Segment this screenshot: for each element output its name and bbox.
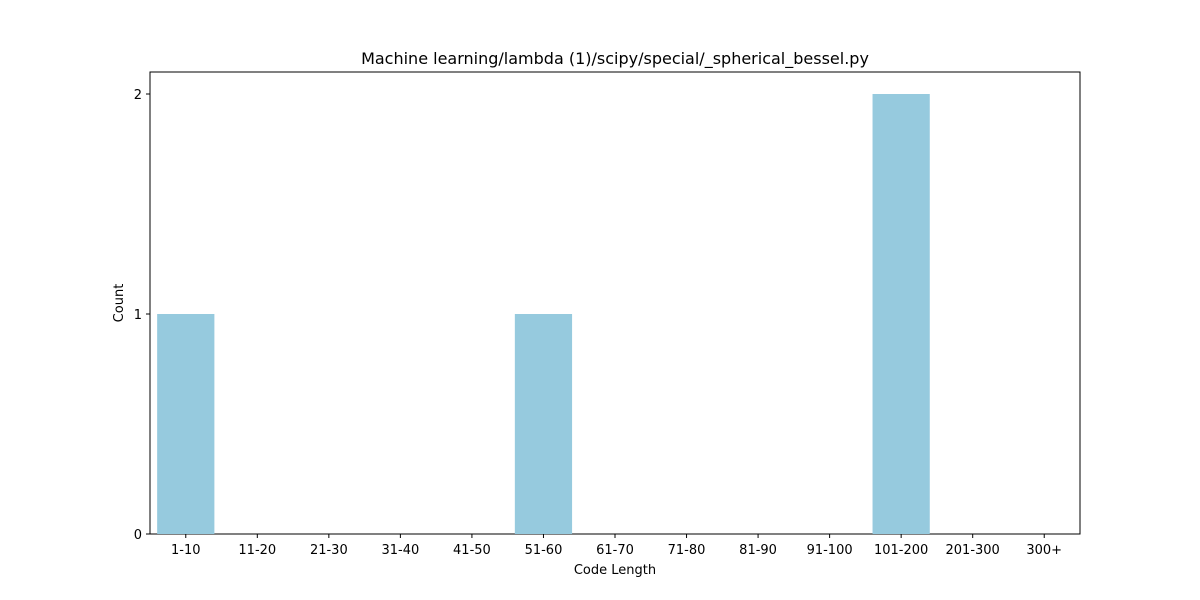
x-tick-label: 300+ bbox=[1026, 543, 1062, 558]
x-tick-label: 51-60 bbox=[525, 543, 563, 558]
x-tick-label: 61-70 bbox=[596, 543, 634, 558]
chart-title: Machine learning/lambda (1)/scipy/specia… bbox=[361, 49, 869, 69]
x-tick-label: 91-100 bbox=[807, 543, 853, 558]
x-tick-label: 201-300 bbox=[946, 543, 1000, 558]
x-tick-label: 31-40 bbox=[381, 543, 419, 558]
y-tick-label: 0 bbox=[134, 528, 142, 543]
x-tick-label: 101-200 bbox=[874, 543, 928, 558]
y-axis-label: Count bbox=[112, 284, 127, 323]
x-axis-label: Code Length bbox=[574, 563, 656, 578]
x-tick-label: 1-10 bbox=[171, 543, 201, 558]
bars-group bbox=[157, 94, 930, 534]
x-tick-label: 41-50 bbox=[453, 543, 491, 558]
x-tick-label: 21-30 bbox=[310, 543, 348, 558]
x-tick-label: 81-90 bbox=[739, 543, 777, 558]
y-tick-label: 1 bbox=[134, 308, 142, 323]
x-axis-ticks: 1-10 11-20 21-30 31-40 41-50 51-60 61-70 71-80 8… bbox=[171, 534, 1062, 558]
bar-101-200 bbox=[872, 94, 930, 534]
x-tick-label: 71-80 bbox=[668, 543, 706, 558]
x-tick-label: 11-20 bbox=[238, 543, 276, 558]
bar-51-60 bbox=[514, 314, 573, 534]
bar-1-10 bbox=[157, 314, 215, 534]
plot-area-frame bbox=[149, 71, 1081, 535]
y-axis-ticks: 0 1 2 bbox=[134, 88, 150, 543]
y-tick-label: 2 bbox=[134, 88, 142, 103]
